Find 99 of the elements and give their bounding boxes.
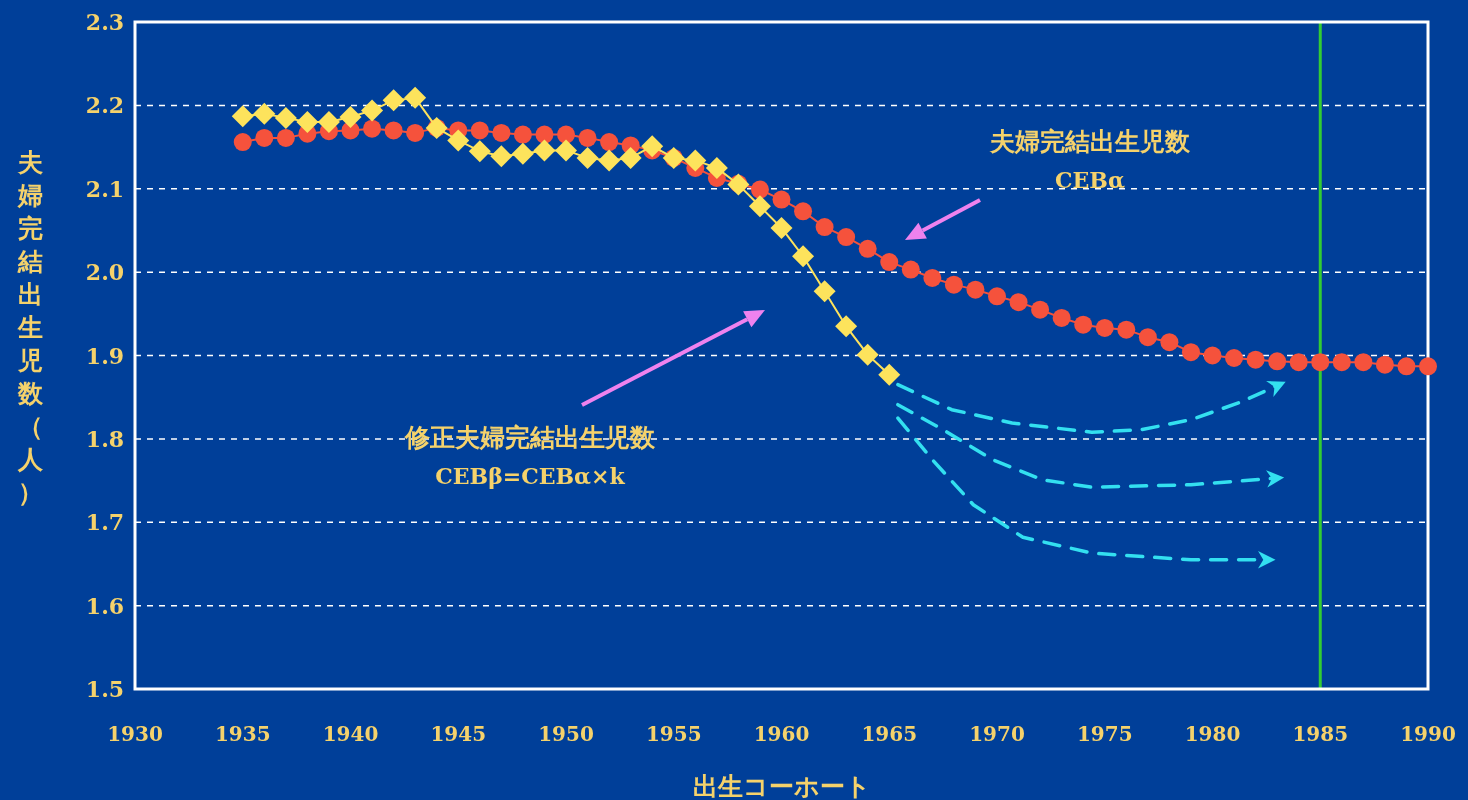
y-tick-label: 2.1 bbox=[85, 175, 125, 202]
point bbox=[1332, 353, 1351, 372]
annotation: 修正夫婦完結出生児数 CEBβ=CEBα×k bbox=[404, 423, 656, 489]
y-tick-label: 1.6 bbox=[85, 592, 125, 619]
x-tick-label: 1930 bbox=[107, 722, 163, 746]
point bbox=[363, 119, 382, 138]
point bbox=[598, 149, 621, 172]
point bbox=[641, 135, 664, 158]
point bbox=[1289, 353, 1308, 372]
point bbox=[382, 89, 405, 112]
y-tick-label: 1.8 bbox=[85, 425, 125, 452]
x-tick-label: 1935 bbox=[214, 722, 271, 746]
x-tick-label: 1965 bbox=[861, 722, 918, 746]
point bbox=[988, 287, 1006, 306]
point bbox=[600, 133, 619, 152]
point bbox=[835, 315, 858, 338]
x-tick-label: 1940 bbox=[322, 722, 379, 746]
point bbox=[772, 190, 791, 209]
point bbox=[490, 145, 513, 168]
point bbox=[253, 102, 276, 125]
point bbox=[858, 239, 877, 258]
point bbox=[1031, 300, 1050, 319]
point bbox=[880, 253, 899, 272]
point bbox=[815, 218, 834, 237]
point bbox=[1375, 355, 1394, 374]
point bbox=[511, 142, 534, 165]
point bbox=[1095, 318, 1114, 337]
point bbox=[1419, 357, 1437, 376]
x-tick-label: 1960 bbox=[753, 722, 810, 746]
point bbox=[901, 260, 920, 279]
point bbox=[1268, 352, 1287, 371]
point bbox=[1160, 333, 1179, 352]
point bbox=[274, 106, 297, 129]
point bbox=[856, 343, 879, 366]
point bbox=[966, 280, 985, 299]
y-tick-label: 2.2 bbox=[85, 92, 125, 119]
point bbox=[1354, 353, 1373, 372]
point bbox=[878, 363, 901, 386]
x-tick-label: 1975 bbox=[1076, 722, 1133, 746]
x-tick-label: 1970 bbox=[969, 722, 1025, 746]
point bbox=[1397, 357, 1416, 376]
point bbox=[1311, 353, 1330, 372]
y-tick-label: 1.5 bbox=[85, 676, 125, 702]
text: 夫婦完結出生児数（人） bbox=[17, 147, 43, 507]
point bbox=[470, 121, 489, 140]
point bbox=[684, 149, 707, 172]
point bbox=[944, 275, 963, 294]
x-tick-label: 1985 bbox=[1292, 722, 1349, 746]
x-tick-label: 1990 bbox=[1400, 722, 1456, 746]
y-tick-label: 1.7 bbox=[85, 509, 125, 536]
x-tick-label: 1945 bbox=[430, 722, 487, 746]
point bbox=[1052, 308, 1071, 327]
point bbox=[1009, 293, 1028, 312]
y-tick-label: 2.0 bbox=[85, 259, 125, 286]
point bbox=[513, 125, 532, 144]
point bbox=[361, 99, 384, 122]
point bbox=[533, 139, 556, 162]
point bbox=[317, 111, 340, 134]
point bbox=[276, 128, 295, 147]
point bbox=[255, 128, 274, 147]
point bbox=[233, 133, 252, 152]
point bbox=[1246, 350, 1265, 369]
point bbox=[705, 156, 728, 179]
point bbox=[1225, 349, 1244, 367]
x-axis-title: 出生コーホート bbox=[692, 772, 871, 800]
point bbox=[813, 280, 836, 303]
annotation: 夫婦完結出生児数 CEBα bbox=[989, 127, 1191, 193]
point bbox=[770, 216, 793, 239]
point bbox=[1203, 346, 1222, 365]
point bbox=[404, 86, 427, 109]
point bbox=[792, 245, 815, 268]
y-tick-label: 2.3 bbox=[85, 9, 125, 35]
point bbox=[923, 268, 942, 287]
point bbox=[384, 121, 403, 140]
point bbox=[1117, 320, 1136, 339]
x-tick-label: 1955 bbox=[645, 722, 702, 746]
point bbox=[339, 106, 362, 129]
y-tick-label: 1.9 bbox=[85, 342, 125, 369]
point bbox=[557, 125, 575, 144]
point bbox=[406, 123, 425, 142]
point bbox=[555, 139, 577, 162]
point bbox=[447, 129, 470, 152]
point bbox=[231, 105, 254, 128]
point bbox=[296, 111, 319, 134]
point bbox=[619, 146, 642, 169]
point bbox=[748, 195, 771, 218]
point bbox=[578, 128, 597, 147]
point bbox=[492, 123, 511, 142]
point bbox=[576, 146, 599, 169]
point bbox=[794, 202, 813, 221]
point bbox=[1181, 343, 1200, 362]
point bbox=[1074, 315, 1093, 334]
point bbox=[1138, 328, 1157, 347]
x-tick-label: 1950 bbox=[538, 722, 594, 746]
point bbox=[837, 228, 856, 247]
point bbox=[750, 180, 769, 199]
x-tick-label: 1980 bbox=[1184, 722, 1241, 746]
point bbox=[468, 140, 491, 163]
point bbox=[535, 125, 554, 144]
